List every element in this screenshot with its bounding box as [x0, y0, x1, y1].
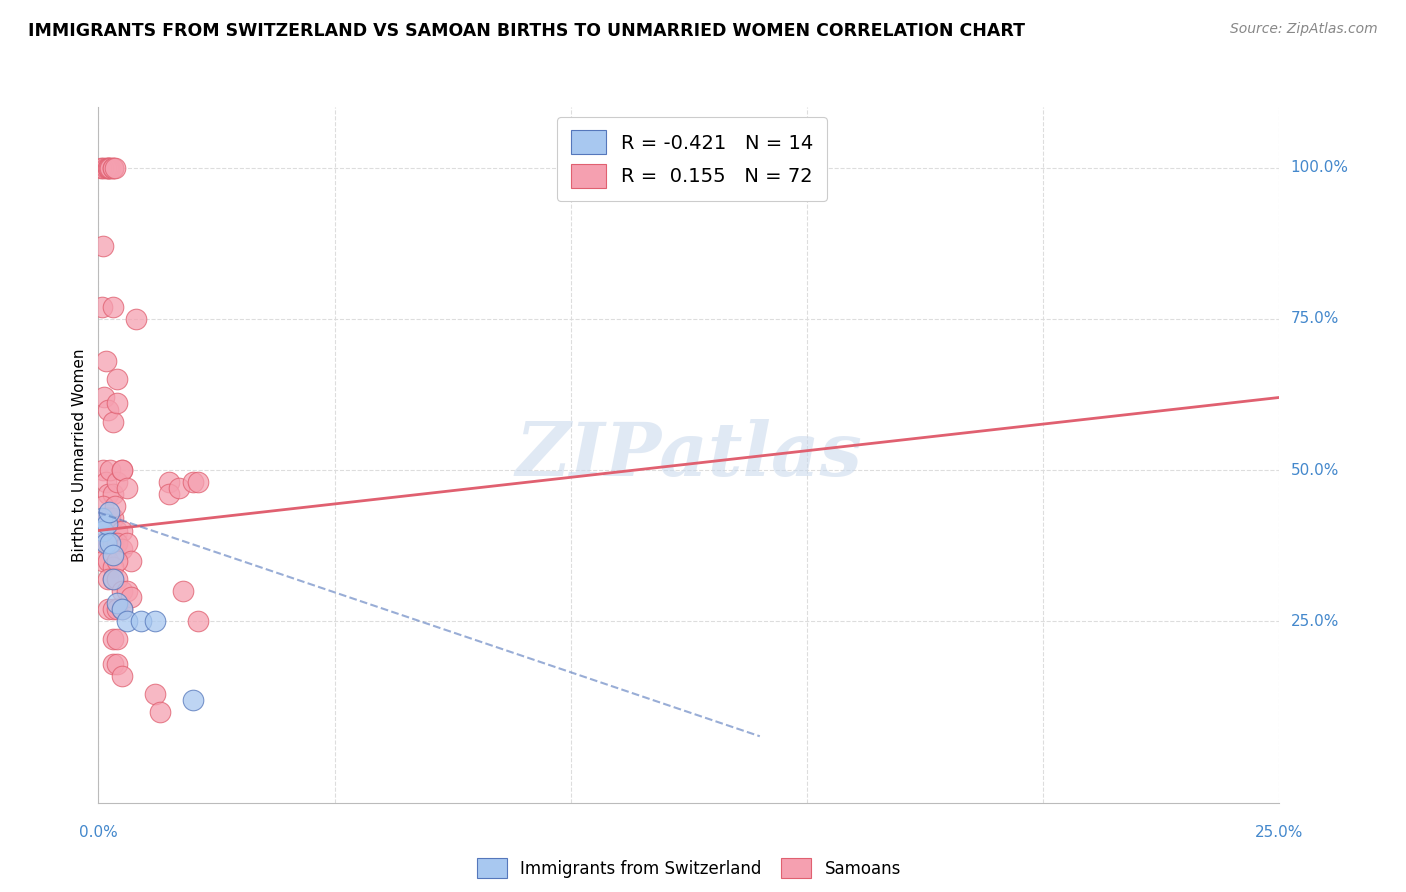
Point — [91, 300, 114, 314]
Point — [105, 475, 128, 490]
Point — [105, 596, 128, 610]
Point — [98, 535, 121, 549]
Point — [91, 535, 114, 549]
Point — [98, 463, 121, 477]
Point — [115, 584, 138, 599]
Point — [167, 481, 190, 495]
Point — [111, 602, 134, 616]
Point — [172, 584, 194, 599]
Point — [91, 463, 114, 477]
Point — [105, 657, 128, 671]
Text: 25.0%: 25.0% — [1291, 614, 1339, 629]
Point — [181, 475, 204, 490]
Point — [105, 602, 128, 616]
Point — [111, 602, 134, 616]
Point — [143, 615, 166, 629]
Text: IMMIGRANTS FROM SWITZERLAND VS SAMOAN BIRTHS TO UNMARRIED WOMEN CORRELATION CHAR: IMMIGRANTS FROM SWITZERLAND VS SAMOAN BI… — [28, 22, 1025, 40]
Point — [97, 572, 120, 586]
Point — [105, 524, 128, 538]
Point — [101, 487, 124, 501]
Point — [105, 554, 128, 568]
Point — [187, 475, 209, 490]
Point — [111, 669, 134, 683]
Text: 25.0%: 25.0% — [1256, 825, 1303, 840]
Text: 50.0%: 50.0% — [1291, 463, 1339, 477]
Point — [101, 161, 124, 175]
Point — [97, 402, 120, 417]
Point — [96, 517, 118, 532]
Legend: Immigrants from Switzerland, Samoans: Immigrants from Switzerland, Samoans — [470, 851, 908, 885]
Point — [101, 511, 124, 525]
Point — [101, 657, 124, 671]
Point — [181, 693, 204, 707]
Point — [105, 372, 128, 386]
Text: ZIPatlas: ZIPatlas — [516, 418, 862, 491]
Point — [97, 161, 120, 175]
Point — [101, 300, 124, 314]
Point — [91, 511, 114, 525]
Point — [97, 511, 120, 525]
Point — [111, 584, 134, 599]
Point — [101, 548, 124, 562]
Point — [91, 500, 114, 514]
Point — [115, 481, 138, 495]
Point — [105, 535, 128, 549]
Point — [94, 354, 117, 368]
Text: 100.0%: 100.0% — [1291, 160, 1348, 175]
Point — [91, 239, 114, 253]
Point — [125, 311, 148, 326]
Text: 75.0%: 75.0% — [1291, 311, 1339, 326]
Point — [157, 475, 180, 490]
Point — [121, 554, 143, 568]
Point — [94, 475, 117, 490]
Point — [93, 391, 115, 405]
Point — [101, 161, 124, 175]
Point — [97, 554, 120, 568]
Point — [101, 572, 124, 586]
Y-axis label: Births to Unmarried Women: Births to Unmarried Women — [72, 348, 87, 562]
Point — [157, 487, 180, 501]
Point — [98, 161, 121, 175]
Point — [101, 535, 124, 549]
Point — [97, 535, 120, 549]
Point — [111, 463, 134, 477]
Point — [105, 396, 128, 410]
Point — [91, 161, 114, 175]
Point — [94, 535, 117, 549]
Point — [94, 161, 117, 175]
Point — [97, 161, 120, 175]
Point — [101, 572, 124, 586]
Point — [97, 505, 120, 519]
Point — [105, 632, 128, 647]
Point — [97, 161, 120, 175]
Point — [111, 463, 134, 477]
Point — [90, 161, 112, 175]
Point — [97, 487, 120, 501]
Point — [101, 559, 124, 574]
Point — [111, 524, 134, 538]
Point — [91, 524, 114, 538]
Point — [104, 161, 127, 175]
Point — [187, 615, 209, 629]
Point — [94, 511, 117, 525]
Text: 0.0%: 0.0% — [79, 825, 118, 840]
Point — [143, 687, 166, 701]
Point — [115, 535, 138, 549]
Point — [98, 511, 121, 525]
Point — [101, 632, 124, 647]
Point — [91, 554, 114, 568]
Point — [129, 615, 152, 629]
Point — [97, 602, 120, 616]
Point — [149, 705, 172, 719]
Point — [115, 615, 138, 629]
Point — [105, 572, 128, 586]
Point — [104, 500, 127, 514]
Point — [101, 415, 124, 429]
Point — [101, 602, 124, 616]
Text: Source: ZipAtlas.com: Source: ZipAtlas.com — [1230, 22, 1378, 37]
Point — [121, 590, 143, 604]
Point — [111, 541, 134, 556]
